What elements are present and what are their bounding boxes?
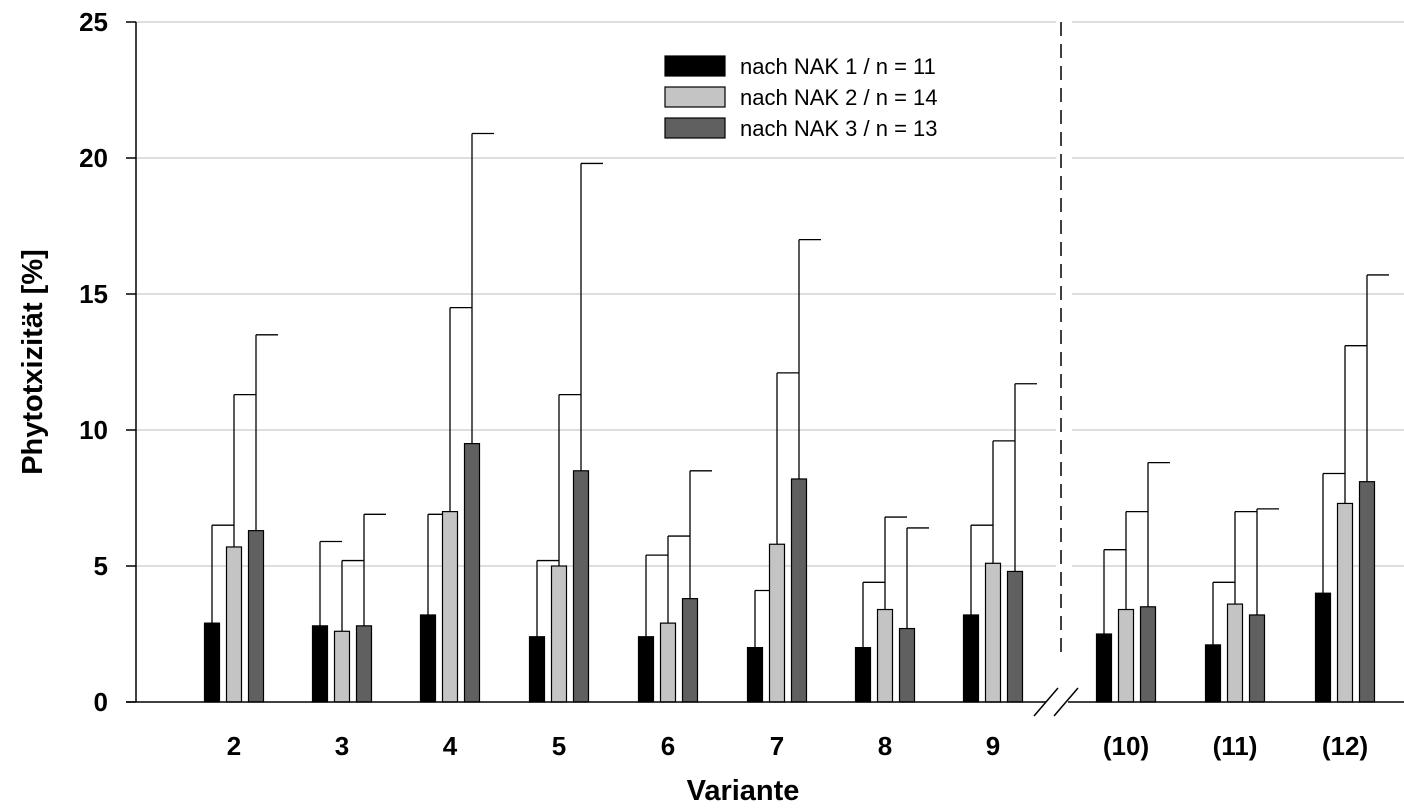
legend-item: nach NAK 3 / n = 13 xyxy=(664,116,938,141)
bar xyxy=(528,636,546,703)
x-tick-label: 5 xyxy=(552,731,566,761)
bar xyxy=(1095,633,1113,703)
bars xyxy=(203,132,1389,703)
x-tick-label: 3 xyxy=(335,731,349,761)
axis-break-mark xyxy=(1053,687,1079,717)
bar xyxy=(876,608,894,703)
x-tick-label: 2 xyxy=(227,731,241,761)
bar xyxy=(355,625,373,703)
x-tick-label: 4 xyxy=(443,731,458,761)
legend-item: nach NAK 2 / n = 14 xyxy=(664,85,938,110)
axes xyxy=(126,21,1404,717)
x-tick-label: 9 xyxy=(986,731,1000,761)
legend-swatch xyxy=(664,86,726,108)
bar xyxy=(441,511,459,703)
bar xyxy=(1139,606,1157,703)
gridlines xyxy=(136,21,1404,567)
bar xyxy=(659,622,677,703)
bar xyxy=(572,470,590,703)
legend-swatch xyxy=(664,117,726,139)
x-tick-label: 8 xyxy=(878,731,892,761)
x-tick-label: 7 xyxy=(770,731,784,761)
legend-label: nach NAK 1 / n = 11 xyxy=(740,54,936,79)
y-axis-title: Phytotxizität [%] xyxy=(17,249,49,475)
x-tick-label: (12) xyxy=(1322,731,1368,761)
bar xyxy=(984,562,1002,703)
bar xyxy=(247,530,265,703)
bar xyxy=(962,614,980,703)
x-tick-label: (11) xyxy=(1213,731,1258,761)
bar xyxy=(463,443,481,703)
bar xyxy=(550,565,568,703)
bar xyxy=(1248,614,1266,703)
legend-item: nach NAK 1 / n = 11 xyxy=(664,54,936,79)
bar xyxy=(898,627,916,703)
bar xyxy=(203,622,221,703)
y-tick-label: 15 xyxy=(79,279,108,309)
x-tick-label: 6 xyxy=(661,731,675,761)
legend-swatch xyxy=(664,55,726,77)
bar xyxy=(1117,608,1135,703)
bar xyxy=(681,598,699,703)
y-tick-label: 0 xyxy=(94,687,108,717)
y-tick-label: 25 xyxy=(79,7,108,37)
y-tick-label: 5 xyxy=(94,551,108,581)
legend: nach NAK 1 / n = 11 nach NAK 2 / n = 14 na… xyxy=(664,54,938,141)
bar xyxy=(1314,592,1332,703)
x-tick-labels: 2 3 4 5 6 7 8 9 (10) (11) (12) xyxy=(227,731,1368,761)
y-tick-label: 10 xyxy=(79,415,108,445)
bar xyxy=(746,646,764,703)
bar xyxy=(637,636,655,703)
bar xyxy=(1336,502,1354,703)
legend-label: nach NAK 2 / n = 14 xyxy=(740,85,938,110)
bar xyxy=(311,625,329,703)
bar xyxy=(854,646,872,703)
bar xyxy=(1226,603,1244,703)
bar xyxy=(1358,481,1376,703)
bar xyxy=(225,546,243,703)
x-axis-title: Variante xyxy=(687,775,800,807)
y-tick-label: 20 xyxy=(79,143,108,173)
bar xyxy=(1204,644,1222,703)
y-tick-labels: 0 5 10 15 20 25 xyxy=(79,7,108,717)
bar xyxy=(790,478,808,703)
axis-break-mark xyxy=(1033,687,1059,717)
bar xyxy=(419,614,437,703)
x-tick-label: (10) xyxy=(1103,731,1149,761)
legend-label: nach NAK 3 / n = 13 xyxy=(740,116,938,141)
bar xyxy=(333,630,351,703)
bar xyxy=(768,543,786,703)
bar xyxy=(1006,570,1024,703)
